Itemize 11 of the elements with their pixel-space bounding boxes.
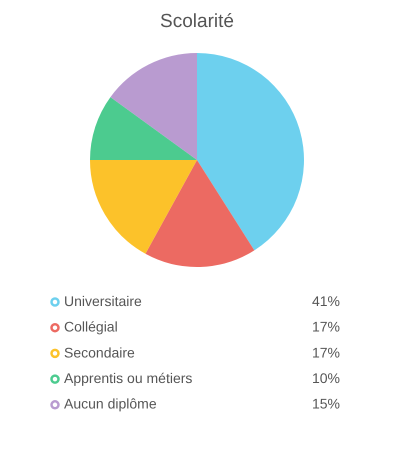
legend-label: Apprentis ou métiers (64, 370, 192, 386)
legend-label: Aucun diplôme (64, 396, 157, 412)
legend-label: Universitaire (64, 292, 142, 309)
chart-title: Scolarité (160, 11, 234, 32)
data-label: 41% (312, 292, 340, 309)
legend-label: Collégial (64, 318, 118, 335)
data-label: 15% (312, 396, 340, 412)
data-label: 17% (312, 318, 340, 335)
data-label: 17% (312, 344, 340, 360)
legend-label: Secondaire (64, 344, 136, 360)
data-label: 10% (312, 370, 340, 386)
